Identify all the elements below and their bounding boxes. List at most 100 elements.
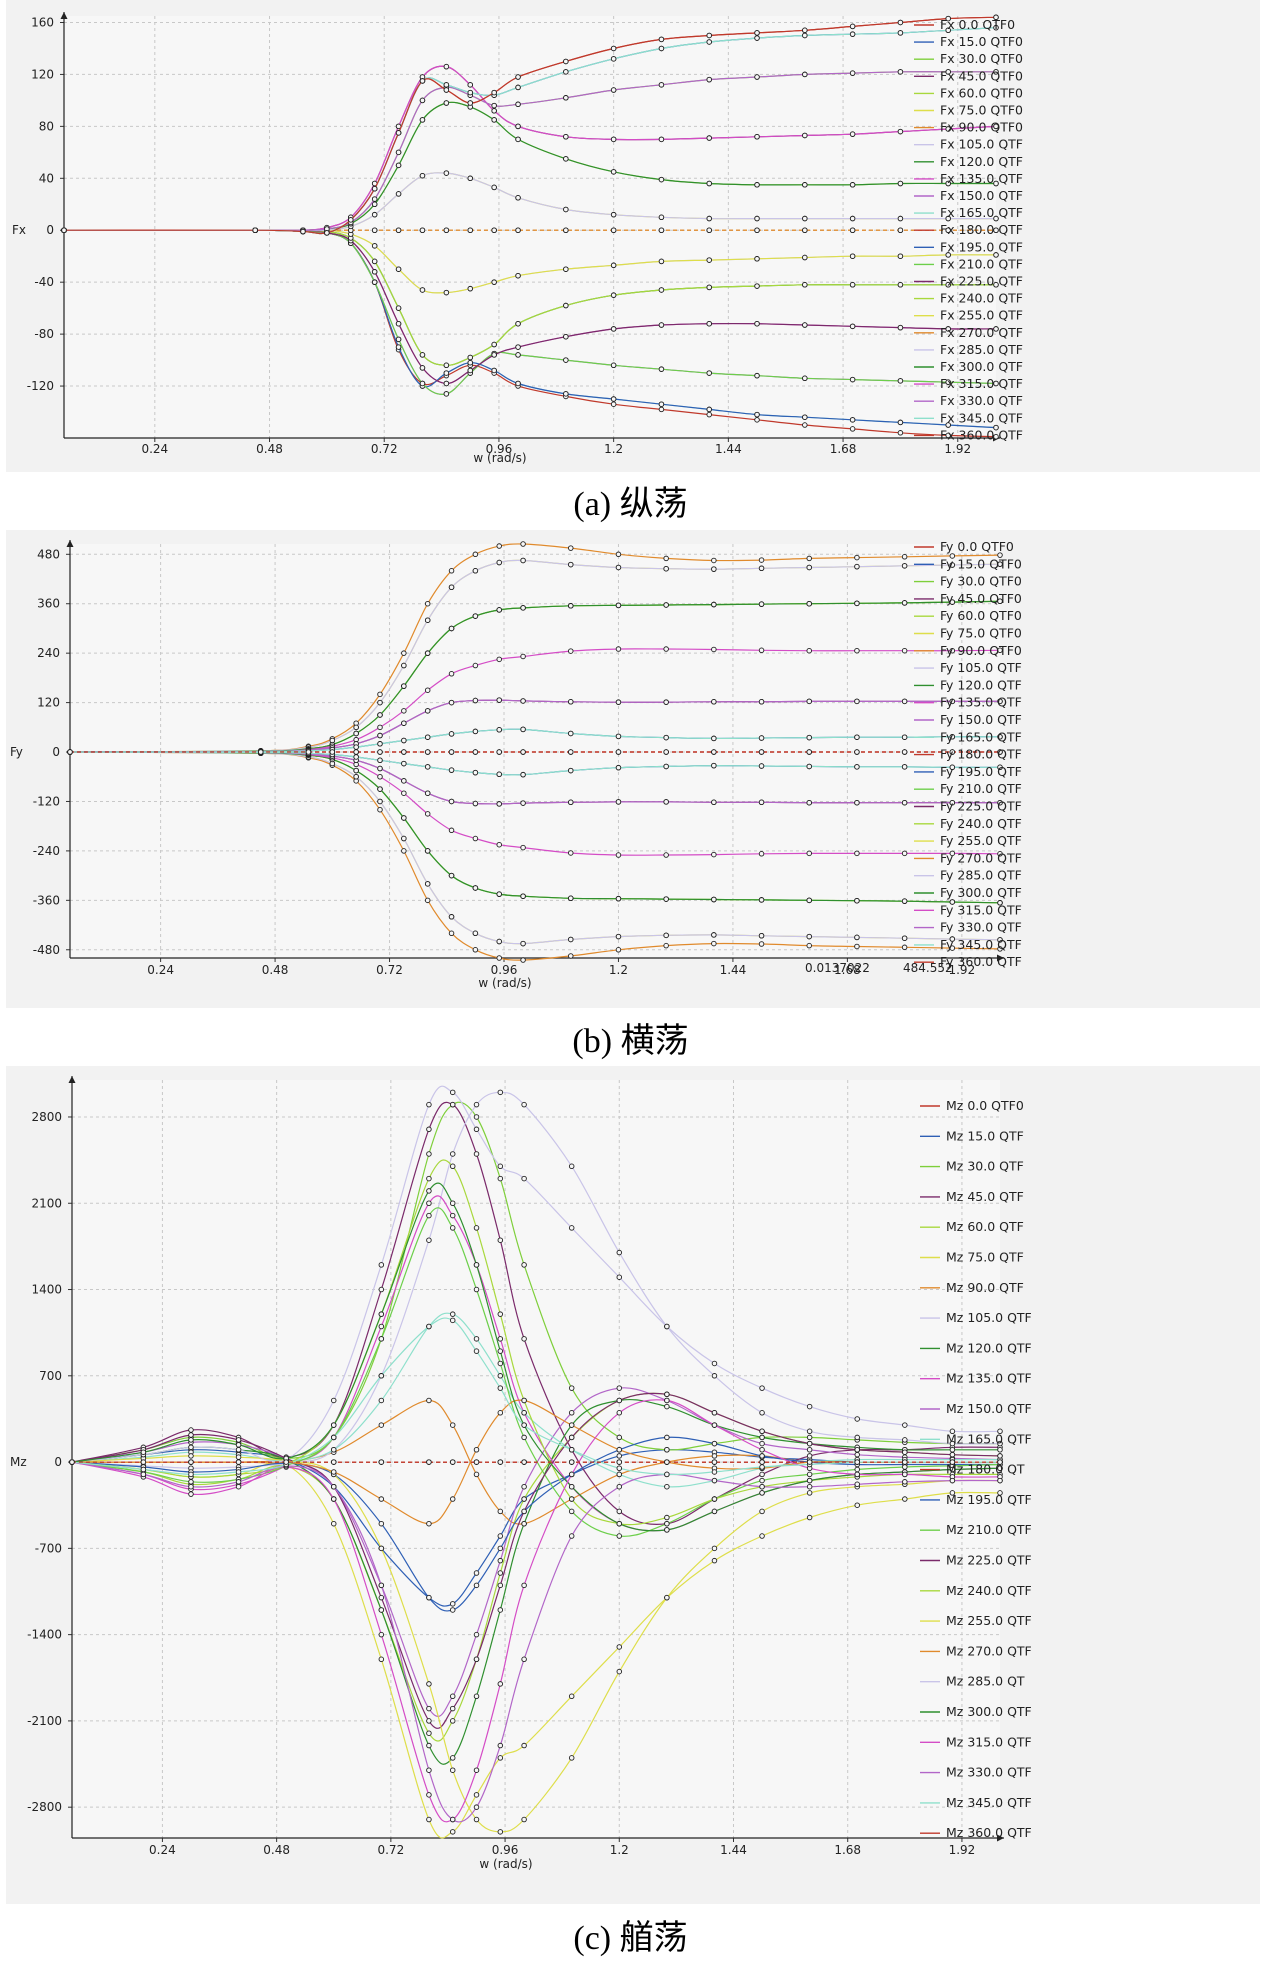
data-point (997, 1477, 1003, 1484)
data-point (563, 69, 569, 75)
data-point (901, 935, 908, 941)
data-point (658, 214, 665, 221)
data-point (945, 252, 951, 258)
caption-sway: (b) 横荡 (572, 1023, 689, 1060)
data-point (353, 773, 359, 780)
data-point (615, 749, 622, 755)
x-tick-label: 1.2 (604, 442, 623, 456)
data-point (945, 282, 951, 288)
data-point (497, 1755, 504, 1761)
data-point (449, 1422, 456, 1428)
data-point (806, 763, 812, 770)
data-point (754, 30, 760, 36)
y-tick-label: -1400 (27, 1628, 62, 1642)
data-point (491, 279, 497, 285)
data-point (497, 1681, 504, 1687)
grid (60, 16, 996, 442)
data-point (711, 1459, 718, 1465)
data-point (849, 227, 856, 233)
legend-entry: Fx 330.0 QTF (940, 393, 1023, 408)
data-point (949, 698, 956, 705)
legend-entry: Fx 360.0 QTF (940, 427, 1023, 442)
data-point (473, 1804, 480, 1810)
data-point (448, 671, 455, 677)
data-point (997, 734, 1003, 740)
data-point (235, 1483, 242, 1490)
data-point (663, 932, 669, 939)
data-point (849, 376, 856, 383)
data-point (395, 162, 402, 169)
data-point (758, 647, 765, 654)
data-point (449, 1151, 456, 1157)
data-point (563, 58, 569, 65)
data-point (806, 698, 812, 705)
data-point (949, 899, 956, 905)
chart-yaw: 0.24 0.48 0.72 0.96 1.2 1.44 1.68 1.92 2800 2100 1… (10, 1076, 1032, 1871)
data-point (616, 1249, 623, 1256)
data-point (378, 1262, 385, 1268)
data-point (496, 771, 502, 778)
data-point (473, 1348, 480, 1354)
x-axis-arrow-icon (997, 1834, 1004, 1842)
data-point (426, 1200, 432, 1207)
x-tick-label: 0.96 (492, 1843, 519, 1857)
data-point (754, 215, 760, 222)
data-point (497, 1829, 504, 1835)
data-point (497, 1545, 504, 1552)
caption-yaw: (c) 艏荡 (573, 1920, 688, 1957)
data-point (663, 734, 669, 741)
data-point (449, 1693, 456, 1700)
legend-entry: Fy 150.0 QTF (940, 712, 1022, 727)
data-point (806, 1453, 813, 1459)
data-point (515, 352, 521, 358)
data-point (371, 258, 378, 265)
data-point (849, 215, 856, 222)
data-point (473, 1447, 480, 1453)
data-point (395, 344, 402, 350)
data-point (395, 130, 402, 136)
data-point (448, 798, 455, 805)
data-point (378, 1373, 385, 1379)
data-point (854, 799, 860, 806)
data-point (520, 771, 526, 778)
data-point (711, 1373, 718, 1379)
data-point (521, 1410, 527, 1416)
data-point (424, 650, 431, 656)
data-point (663, 896, 669, 902)
data-point (443, 227, 450, 233)
data-point (993, 227, 999, 233)
data-point (663, 749, 669, 755)
plot-area (64, 16, 996, 438)
data-point (353, 754, 359, 760)
data-point (424, 600, 431, 607)
data-point (806, 942, 812, 949)
series-line-255.0 (71, 1455, 1001, 1833)
data-point (252, 227, 258, 233)
data-point (754, 182, 760, 188)
data-point (759, 1490, 765, 1496)
data-point (802, 132, 808, 139)
legend-entry: Mz 120.0 QTF (946, 1340, 1032, 1355)
data-point (897, 378, 904, 384)
data-point (515, 227, 521, 233)
data-point (658, 322, 665, 328)
data-point (706, 406, 712, 413)
data-point (521, 1101, 527, 1108)
data-point (658, 258, 665, 265)
data-point (802, 182, 808, 188)
legend-entry: Mz 90.0 QTF (946, 1280, 1024, 1295)
data-point (615, 895, 622, 902)
y-axis-label: Mz (10, 1455, 27, 1469)
x-axis-label: w (rad/s) (478, 976, 531, 990)
legend-entry: Fy 285.0 QTF (940, 868, 1022, 883)
data-point (711, 646, 717, 653)
data-point (371, 201, 378, 208)
data-point (711, 1453, 718, 1459)
data-point (806, 734, 812, 741)
data-point (520, 940, 526, 947)
data-point (610, 227, 617, 233)
data-point (849, 282, 856, 288)
data-point (426, 1237, 432, 1243)
data-point (467, 82, 474, 88)
data-point (897, 324, 904, 331)
